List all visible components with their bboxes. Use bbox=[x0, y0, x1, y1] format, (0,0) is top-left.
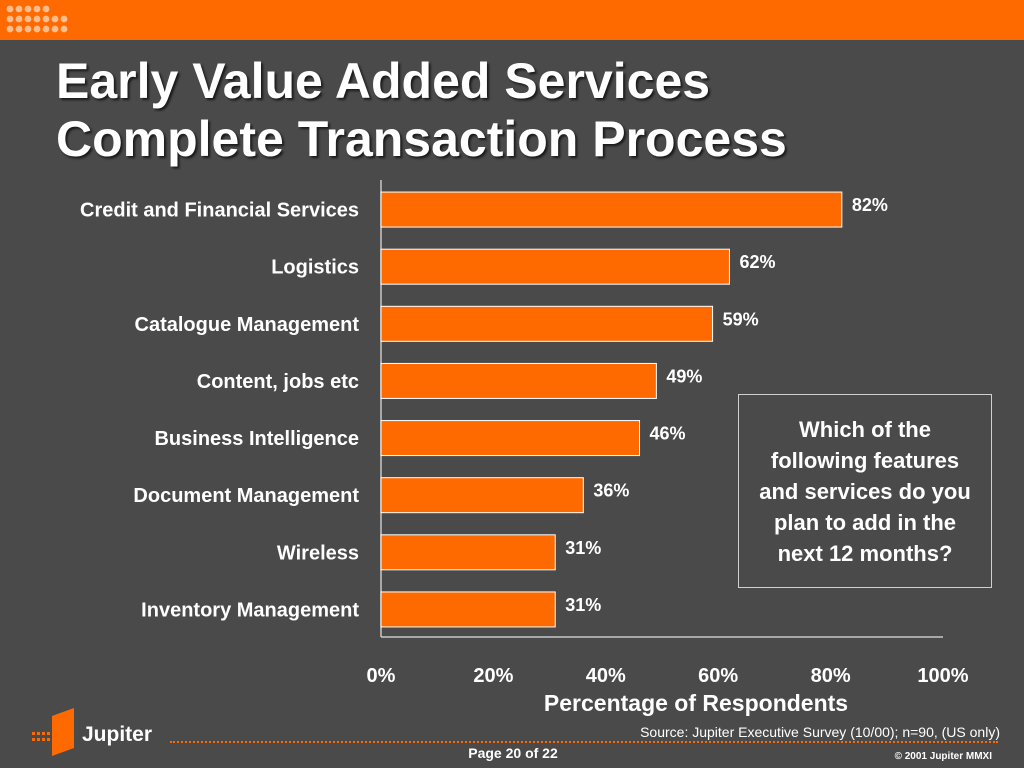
decor-dot bbox=[24, 5, 32, 13]
bar bbox=[380, 477, 584, 514]
x-tick-label: 80% bbox=[811, 665, 851, 687]
decor-dot bbox=[51, 25, 59, 33]
decor-dot bbox=[6, 25, 14, 33]
decor-dot bbox=[33, 15, 41, 23]
dot-grid-logo bbox=[6, 5, 68, 33]
category-label: Content, jobs etc bbox=[197, 371, 359, 393]
x-tick-label: 0% bbox=[367, 665, 396, 687]
decor-dot bbox=[6, 15, 14, 23]
category-label: Business Intelligence bbox=[154, 428, 359, 450]
jupiter-logo-icon bbox=[32, 708, 74, 756]
category-label: Catalogue Management bbox=[135, 314, 360, 336]
value-label: 62% bbox=[739, 252, 775, 272]
top-banner bbox=[0, 0, 1024, 40]
decor-dot bbox=[6, 5, 14, 13]
x-tick-label: 20% bbox=[473, 665, 513, 687]
bar bbox=[380, 591, 556, 628]
decor-dot bbox=[24, 15, 32, 23]
decor-dot bbox=[24, 25, 32, 33]
page-number: Page 20 of 22 bbox=[468, 745, 558, 761]
value-label: 46% bbox=[650, 424, 686, 444]
brand-name: Jupiter bbox=[82, 723, 153, 746]
decor-dot bbox=[42, 15, 50, 23]
source-note: Source: Jupiter Executive Survey (10/00)… bbox=[640, 724, 1000, 740]
question-text: Which of the following features and serv… bbox=[759, 416, 971, 566]
category-label: Logistics bbox=[271, 257, 359, 279]
value-label: 36% bbox=[593, 481, 629, 501]
decor-dot bbox=[42, 5, 50, 13]
category-label: Credit and Financial Services bbox=[80, 200, 359, 222]
decor-dot bbox=[15, 5, 23, 13]
decor-dot bbox=[15, 15, 23, 23]
bar bbox=[380, 420, 641, 457]
decor-dot bbox=[42, 25, 50, 33]
category-label: Wireless bbox=[277, 542, 359, 564]
title-line-2: Complete Transaction Process bbox=[56, 111, 787, 167]
decor-dot bbox=[15, 25, 23, 33]
category-label: Inventory Management bbox=[141, 599, 359, 621]
value-label: 31% bbox=[565, 595, 601, 615]
value-label: 31% bbox=[565, 538, 601, 558]
decor-dot bbox=[60, 15, 68, 23]
x-tick-label: 40% bbox=[586, 665, 626, 687]
x-tick-label: 100% bbox=[917, 665, 968, 687]
x-tick-label: 60% bbox=[698, 665, 738, 687]
decor-dot bbox=[60, 25, 68, 33]
bar bbox=[380, 191, 843, 228]
title-line-1: Early Value Added Services bbox=[56, 53, 711, 109]
bar bbox=[380, 534, 556, 571]
copyright-note: © 2001 Jupiter MMXI bbox=[894, 751, 992, 762]
bar bbox=[380, 248, 730, 285]
category-label: Document Management bbox=[133, 485, 359, 507]
value-label: 59% bbox=[723, 309, 759, 329]
footer-divider bbox=[170, 741, 998, 743]
decor-dot bbox=[51, 15, 59, 23]
bar bbox=[380, 305, 714, 342]
x-axis-title: Percentage of Respondents bbox=[543, 690, 849, 716]
slide-title: Early Value Added Services Complete Tran… bbox=[56, 52, 996, 168]
decor-dot bbox=[33, 25, 41, 33]
value-label: 82% bbox=[852, 195, 888, 215]
value-label: 49% bbox=[666, 366, 702, 386]
decor-dot bbox=[33, 5, 41, 13]
bar bbox=[380, 362, 657, 399]
question-box: Which of the following features and serv… bbox=[738, 394, 992, 588]
